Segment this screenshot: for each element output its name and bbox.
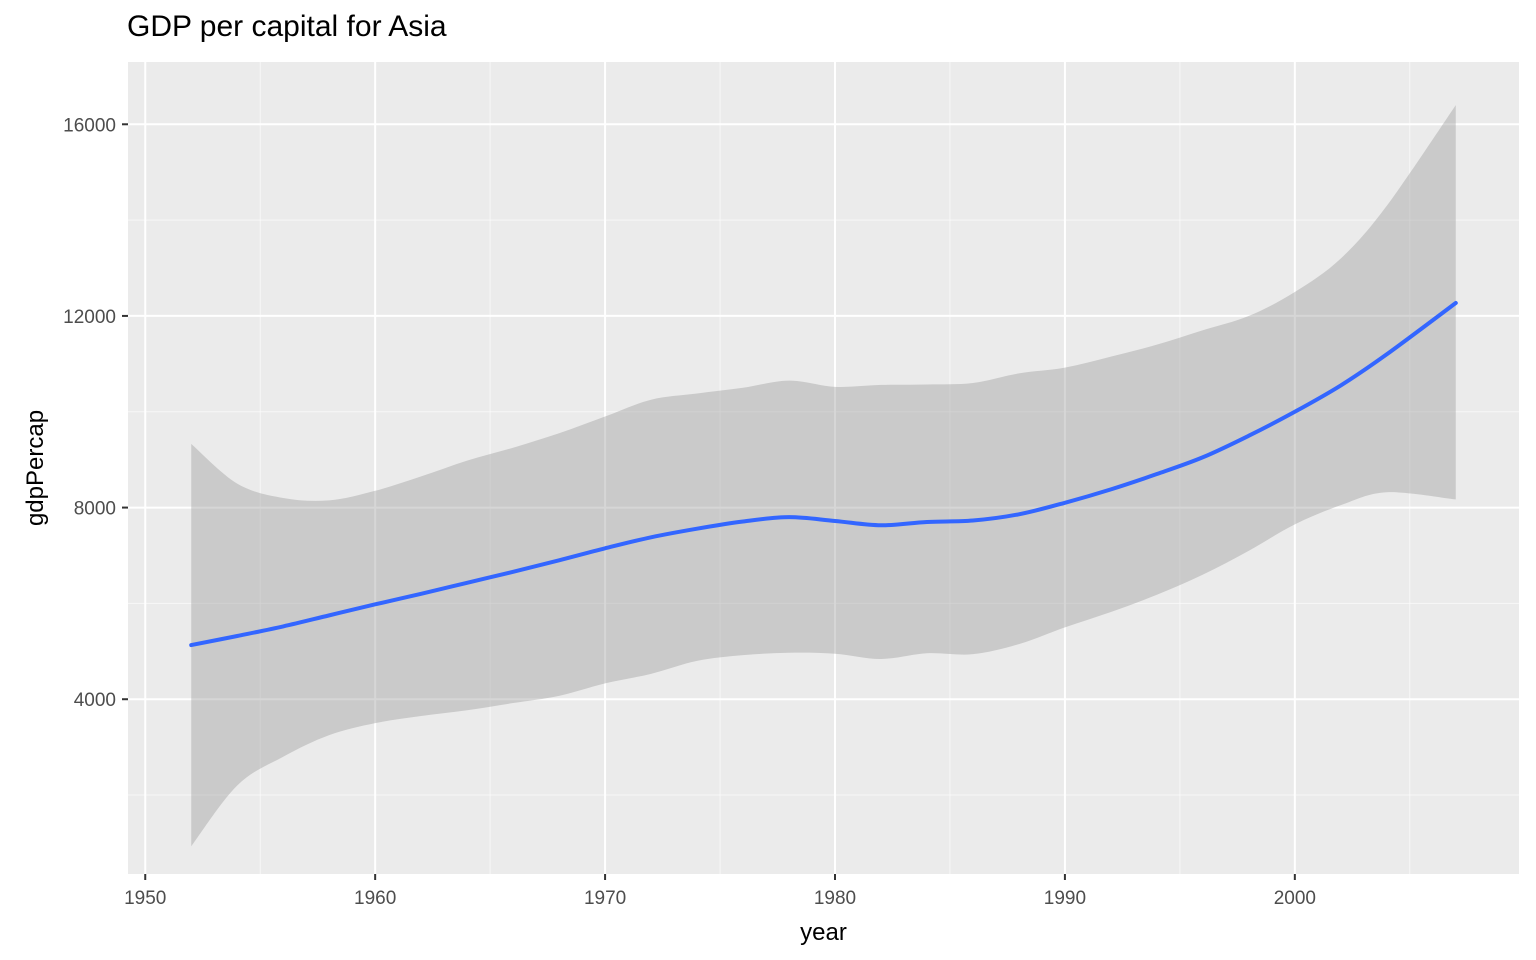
x-tick-label: 1970	[584, 888, 626, 909]
y-axis: 4000 8000 12000 16000	[63, 115, 128, 711]
x-tick-label: 2000	[1274, 888, 1316, 909]
major-gridlines	[128, 62, 1519, 874]
y-axis-title: gdpPercap	[22, 410, 49, 526]
chart-title: GDP per capital for Asia	[127, 10, 447, 43]
plot-panel	[128, 62, 1519, 874]
smooth-line	[189, 300, 1458, 648]
minor-gridlines	[128, 62, 1519, 874]
y-tick-label: 8000	[74, 499, 116, 520]
y-tick-label: 16000	[63, 115, 116, 136]
y-tick-label: 12000	[63, 307, 116, 328]
x-tick-label: 1950	[124, 888, 166, 909]
x-axis: 1950 1960 1970 1980 1990 2000	[124, 874, 1316, 909]
x-tick-label: 1990	[1044, 888, 1086, 909]
y-tick-label: 4000	[74, 690, 116, 711]
x-axis-title: year	[800, 919, 847, 946]
x-tick-label: 1960	[354, 888, 396, 909]
confidence-ribbon	[191, 105, 1456, 847]
x-tick-label: 1980	[814, 888, 856, 909]
